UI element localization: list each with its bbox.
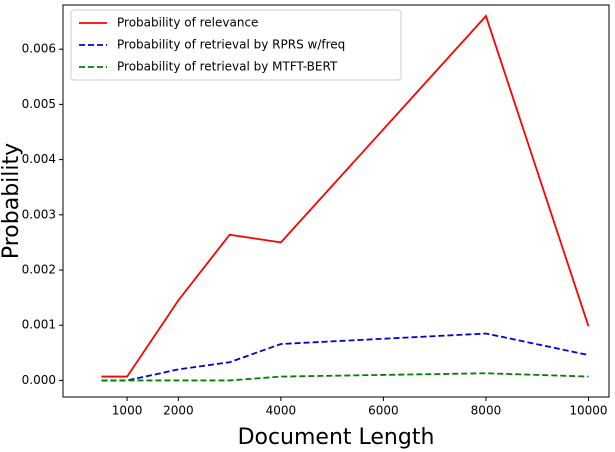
y-tick-label: 0.000 [22, 373, 56, 387]
x-tick-label: 10000 [569, 404, 607, 418]
x-tick-label: 4000 [266, 404, 297, 418]
x-tick-label: 8000 [471, 404, 502, 418]
y-axis-label: Probability [0, 143, 24, 259]
y-tick-label: 0.003 [22, 207, 56, 221]
legend-label: Probability of retrieval by RPRS w/freq [117, 38, 345, 52]
x-tick-label: 6000 [368, 404, 399, 418]
plot-frame [62, 4, 610, 398]
legend-label: Probability of relevance [117, 16, 258, 30]
y-tick-label: 0.005 [22, 97, 56, 111]
x-tick-label: 2000 [163, 404, 194, 418]
legend: Probability of relevance Probability of r… [70, 9, 402, 81]
x-tick-label: 1000 [112, 404, 143, 418]
y-tick-label: 0.004 [22, 152, 56, 166]
y-tick-label: 0.001 [22, 318, 56, 332]
y-tick-label: 0.006 [22, 42, 56, 56]
legend-box [70, 9, 402, 81]
series-line [101, 372, 589, 382]
legend-label: Probability of retrieval by MTFT-BERT [117, 60, 338, 74]
series-line [101, 14, 590, 378]
x-axis-label: Document Length [238, 425, 435, 450]
series-line [101, 332, 589, 382]
y-tick-label: 0.002 [22, 263, 56, 277]
